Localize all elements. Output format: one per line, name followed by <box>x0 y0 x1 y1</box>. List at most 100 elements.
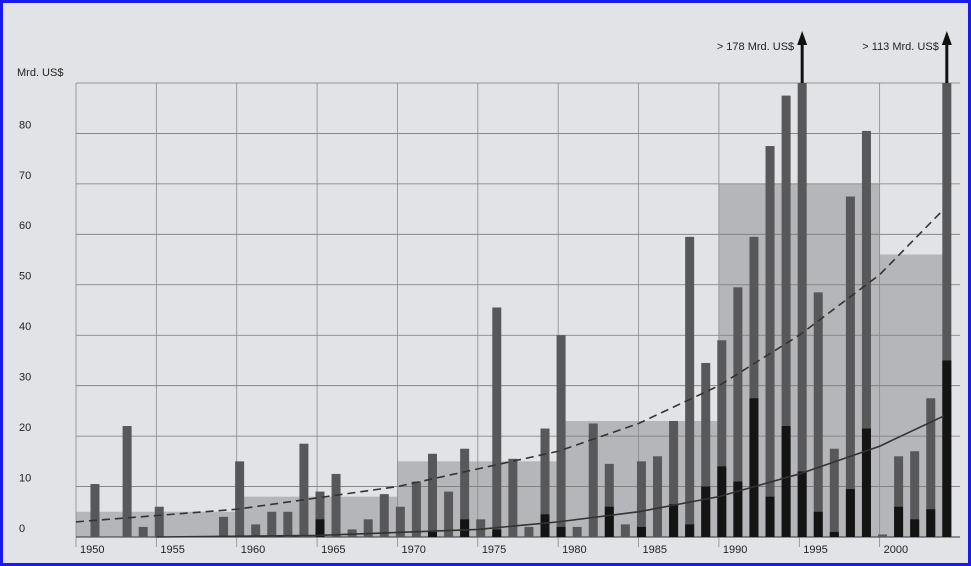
insured-loss-bar <box>427 531 437 537</box>
y-tick-label: 10 <box>19 472 31 484</box>
economic-loss-bar <box>685 236 695 537</box>
y-tick-label: 60 <box>19 220 31 232</box>
y-tick-label: 40 <box>19 321 31 333</box>
economic-loss-bar <box>90 484 100 537</box>
economic-loss-bar <box>379 494 389 537</box>
economic-loss-bar <box>878 534 888 537</box>
economic-loss-bar <box>620 524 630 537</box>
economic-loss-bar <box>733 287 743 537</box>
economic-loss-bar <box>861 130 871 537</box>
economic-loss-bar <box>122 426 132 537</box>
economic-loss-bar <box>492 307 502 537</box>
insured-loss-bar <box>926 509 936 537</box>
insured-loss-bar <box>669 504 679 537</box>
economic-loss-bar <box>749 236 759 537</box>
x-tick-label: 1955 <box>160 544 184 556</box>
economic-loss-bar <box>299 443 309 537</box>
economic-loss-bar <box>331 473 341 537</box>
economic-loss-bar <box>926 398 936 537</box>
x-tick-label: 1980 <box>562 544 586 556</box>
x-tick-label: 1965 <box>321 544 345 556</box>
insured-loss-bar <box>861 428 871 537</box>
economic-loss-bar <box>283 511 293 537</box>
insured-loss-bar <box>685 524 695 537</box>
economic-loss-bar <box>138 526 148 537</box>
economic-loss-bar <box>219 516 229 537</box>
economic-loss-bar <box>556 335 566 537</box>
arrow-head <box>941 31 952 45</box>
x-tick-label: 1975 <box>482 544 506 556</box>
economic-loss-bar <box>701 362 711 537</box>
economic-loss-bar <box>363 519 373 537</box>
arrow-head <box>797 31 808 45</box>
insured-loss-bar <box>636 526 646 537</box>
economic-loss-bar <box>797 83 807 538</box>
annotation: > 178 Mrd. US$ <box>717 41 794 53</box>
economic-loss-bar <box>636 461 646 537</box>
insured-loss-bar <box>942 360 952 537</box>
y-tick-label: 20 <box>19 422 31 434</box>
economic-loss-bar <box>508 458 518 537</box>
x-tick-label: 1960 <box>241 544 265 556</box>
economic-loss-bar <box>524 526 534 537</box>
y-tick-label: 0 <box>19 523 25 535</box>
economic-loss-bar <box>411 481 421 537</box>
x-tick-label: 1950 <box>80 544 104 556</box>
insured-loss-bar <box>492 529 502 537</box>
economic-loss-bar <box>781 95 791 537</box>
y-tick-label: 50 <box>19 271 31 283</box>
economic-loss-bar <box>765 146 775 538</box>
insured-loss-bar <box>813 511 823 537</box>
insured-loss-bar <box>765 496 775 537</box>
economic-loss-bar <box>154 506 164 537</box>
x-tick-label: 1990 <box>723 544 747 556</box>
y-tick-label: 70 <box>19 170 31 182</box>
insured-loss-bar <box>797 471 807 537</box>
insured-loss-bar <box>315 519 325 537</box>
economic-loss-bar <box>540 428 550 537</box>
economic-loss-bar <box>653 456 663 537</box>
economic-loss-bar <box>444 491 454 537</box>
economic-loss-bar <box>829 448 839 537</box>
economic-loss-bar <box>235 461 245 537</box>
insured-loss-bar <box>556 526 566 537</box>
economic-loss-bar <box>267 511 277 537</box>
economic-loss-bar <box>460 448 470 537</box>
annotation: > 113 Mrd. US$ <box>862 41 939 53</box>
x-tick-label: 1970 <box>401 544 425 556</box>
insured-loss-bar <box>781 426 791 537</box>
economic-loss-bar <box>427 453 437 537</box>
y-axis-label: Mrd. US$ <box>17 67 63 79</box>
insured-loss-bar <box>894 506 904 537</box>
economic-loss-bar <box>572 526 582 537</box>
insured-loss-bar <box>910 519 920 537</box>
economic-loss-bar <box>588 423 598 537</box>
trend-line <box>75 208 945 523</box>
insured-loss-bar <box>701 486 711 537</box>
chart: Mrd. US$ 0 10 20 30 40 50 60 70 80 1950 1955 1960 19… <box>17 31 960 556</box>
economic-loss-bar <box>476 519 486 537</box>
economic-loss-bar <box>669 420 679 537</box>
economic-loss-bar <box>315 491 325 537</box>
economic-loss-bar <box>910 451 920 537</box>
x-tick-label: 2000 <box>884 544 908 556</box>
bars <box>90 83 952 538</box>
insured-loss-bar <box>749 398 759 537</box>
economic-loss-bar <box>717 340 727 537</box>
economic-loss-bar <box>347 529 357 537</box>
insured-loss-bar <box>845 489 855 537</box>
insured-loss-bar <box>540 514 550 537</box>
trend-line <box>156 415 945 538</box>
insured-loss-bar <box>717 466 727 537</box>
economic-loss-bar <box>813 292 823 537</box>
y-tick-label: 80 <box>19 119 31 131</box>
economic-loss-bar <box>894 456 904 537</box>
insured-loss-bar <box>604 506 614 537</box>
x-tick-label: 1985 <box>643 544 667 556</box>
insured-loss-bar <box>829 531 839 537</box>
insured-loss-bar <box>460 519 470 537</box>
economic-loss-bar <box>845 196 855 537</box>
economic-loss-bar <box>395 506 405 537</box>
y-tick-label: 30 <box>19 372 31 384</box>
